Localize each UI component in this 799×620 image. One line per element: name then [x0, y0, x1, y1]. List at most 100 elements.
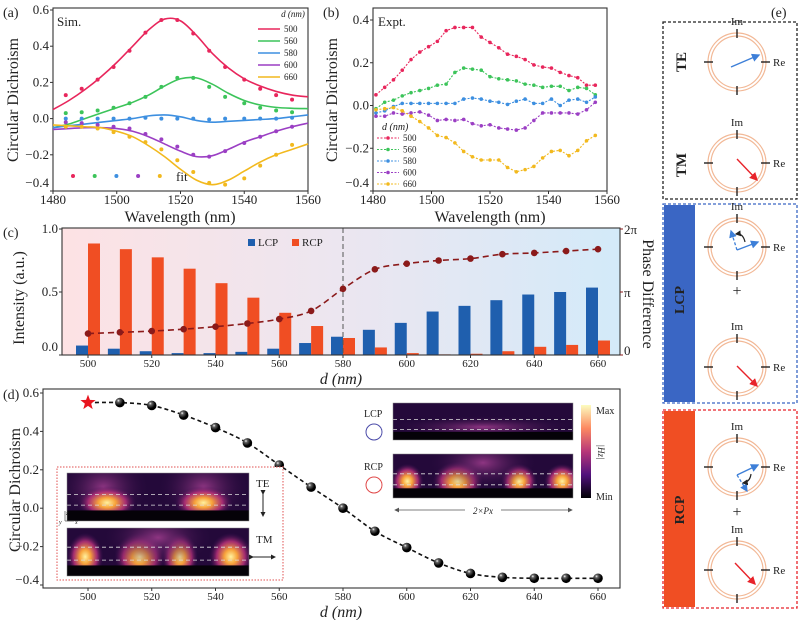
data-point: [540, 101, 545, 106]
data-point: [461, 117, 466, 122]
y-axis-label: Circular Dichroism: [5, 37, 22, 162]
annotation: Expt.: [378, 14, 406, 29]
sim-point: [207, 84, 212, 89]
x-tick-label: 520: [144, 358, 161, 370]
lcp-strip: [664, 205, 695, 402]
sim-point: [175, 144, 180, 149]
data-point: [523, 167, 527, 172]
sim-point: [242, 101, 247, 106]
x-tick-label: 500: [80, 591, 97, 603]
sim-point: [242, 77, 247, 82]
panel-label: (a): [3, 6, 19, 21]
data-point: [479, 97, 484, 101]
legend-label: 600: [403, 168, 417, 178]
lcp-bar: [267, 348, 280, 355]
plus-sign: +: [732, 283, 741, 300]
sim-point: [159, 137, 164, 142]
legend-label: 580: [403, 156, 417, 166]
te-tm-box: [662, 21, 798, 200]
data-point: [453, 141, 457, 145]
lcp-box: [662, 203, 798, 404]
series-660: [52, 124, 309, 187]
star-marker: [80, 394, 96, 410]
field-hotspot: [208, 532, 249, 576]
y-tick-label: 0.0: [353, 98, 369, 113]
y2-tick-label: 0: [624, 343, 631, 358]
phasor-ring-inner: [710, 340, 764, 394]
sim-point: [79, 110, 84, 115]
legend-label: 560: [403, 145, 417, 155]
phase-point: [275, 315, 283, 323]
sim-point: [175, 75, 180, 80]
lcp-tm-phasor: Im Re: [704, 321, 785, 400]
sim-point: [223, 65, 228, 70]
x-axis-label: d (nm): [320, 604, 362, 620]
sim-point: [242, 116, 247, 121]
sim-point: [79, 124, 84, 129]
y-tick-label: −0.2: [345, 140, 369, 155]
sim-point: [143, 94, 148, 99]
lcp-bar: [458, 305, 471, 355]
sim-point: [95, 108, 100, 113]
data-point: [479, 158, 484, 162]
phasor-ring-outer: [707, 540, 767, 600]
tm-label: TM: [674, 153, 690, 177]
plus-sign: +: [732, 504, 741, 521]
data-point: [453, 70, 457, 75]
cd-point: [242, 438, 253, 448]
sim-point: [79, 121, 84, 126]
rcp-bar: [279, 312, 292, 355]
rcp-bar: [215, 283, 228, 355]
data-point: [532, 63, 536, 67]
x-tick-label: 600: [399, 591, 416, 603]
sim-point: [191, 75, 196, 80]
sim-point: [111, 124, 116, 129]
x-tick-label: 560: [271, 591, 288, 603]
data-point: [435, 133, 440, 138]
data-point: [575, 85, 580, 90]
x-axis-label: Wavelength (nm): [434, 209, 545, 226]
lcp-bar: [554, 292, 567, 355]
x-tick-label: 580: [335, 591, 352, 603]
sim-point: [175, 17, 180, 22]
cd-point: [529, 573, 540, 584]
lcp-field-map: [392, 402, 574, 441]
x-tick-label: 1540: [536, 192, 562, 207]
legend-marker: [386, 170, 390, 175]
x-tick-label: 620: [462, 591, 479, 603]
sim-point: [191, 152, 196, 157]
sim-point: [191, 169, 196, 174]
data-point: [391, 98, 396, 102]
legend-marker: [386, 136, 390, 140]
data-point: [496, 158, 501, 162]
sim-point: [95, 122, 100, 127]
data-point: [426, 86, 431, 91]
data-point: [558, 111, 562, 115]
sim-point: [223, 94, 228, 99]
tm-phasor: Im Re: [704, 117, 785, 196]
data-point: [514, 128, 519, 132]
data-point: [461, 97, 466, 101]
data-point: [409, 114, 413, 118]
cd-point: [497, 572, 508, 583]
phasor-ring-inner: [710, 220, 764, 274]
x-tick-label: 1520: [477, 192, 503, 207]
panel-c: 500 520 540 560 580 600 620 640 660 0.0 0.5 1.0 0 π 2π…: [3, 221, 656, 388]
lcp-bar: [522, 294, 535, 355]
legend-label: 500: [403, 133, 417, 143]
y2-axis-label: Phase Difference: [639, 239, 656, 348]
colorbar-min-label: Min: [596, 492, 613, 503]
data-point: [382, 114, 387, 118]
field-hotspot: [429, 454, 537, 490]
data-point: [426, 113, 431, 117]
x-tick-label: 640: [526, 358, 543, 370]
fit-curve: [52, 122, 309, 158]
y-tick-label: −0.4: [15, 572, 39, 587]
phasor-ring-inner: [710, 543, 764, 597]
cd-point: [401, 542, 412, 553]
data-line: [375, 96, 596, 114]
y-tick-label: −0.2: [25, 147, 49, 162]
sim-point: [79, 116, 84, 121]
lcp-bar: [235, 351, 248, 355]
legend-label: 660: [403, 179, 417, 189]
